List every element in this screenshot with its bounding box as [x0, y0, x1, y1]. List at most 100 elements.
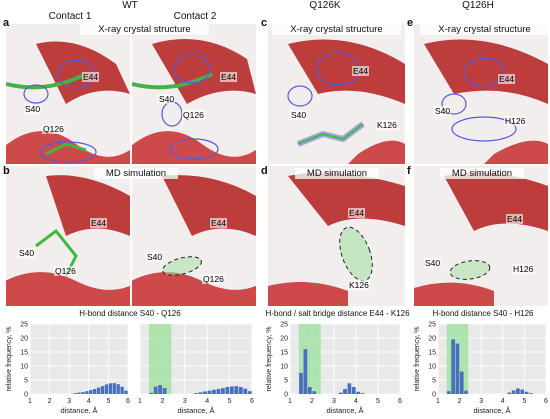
residue-label-e44: E44 [220, 72, 238, 82]
residue-label-q126: Q126 [182, 110, 205, 120]
xray-structure-image [6, 41, 130, 164]
histogram-bar [516, 388, 520, 394]
x-tick-label: 2 [458, 398, 462, 405]
x-tick-label: 2 [310, 398, 314, 405]
histogram-bar [162, 388, 167, 394]
histogram-bar [524, 391, 529, 394]
histogram-bar [464, 390, 468, 394]
md-structure-image [6, 175, 130, 306]
histogram-bar [229, 386, 234, 394]
histogram-bar [307, 387, 312, 394]
histogram-bar [338, 392, 343, 394]
x-tick-label: 3 [67, 398, 71, 405]
group-label-q126h: Q126H [462, 0, 494, 11]
panel-letter-a: a [3, 17, 10, 29]
y-tick-label: 10 [428, 364, 436, 371]
y-tick-label: 15 [20, 350, 28, 357]
residue-label-s40: S40 [146, 252, 164, 262]
x-tick-label: 3 [183, 398, 187, 405]
chart-title-s40-q126: H-bond distance S40 - Q126 [79, 309, 181, 318]
x-tick-label: 1 [436, 398, 440, 405]
y-tick-label: 0 [24, 392, 28, 399]
histogram-bar [112, 383, 116, 394]
xray-structure-image [424, 39, 548, 164]
x-tick-label: 1 [28, 398, 32, 405]
histogram-bar [216, 388, 221, 394]
histogram-bar [100, 386, 105, 394]
histogram-bar [455, 343, 460, 394]
md-panel-q126h: E44 S40 H126 [414, 166, 548, 306]
xray-panel-wt-contact1: E44 S40 Q126 [6, 24, 130, 164]
residue-label-e44: E44 [82, 72, 100, 82]
chart-title-s40-h126: H-bond distance S40 - H126 [432, 309, 534, 318]
x-tick-label: 5 [106, 398, 110, 405]
histogram-bar [356, 391, 361, 394]
histogram-bar [85, 391, 89, 394]
histogram-wt-contact2: 1 2 3 4 5 6 distance, Å [138, 323, 254, 415]
histogram-bar [520, 389, 525, 394]
histogram-bar [89, 390, 93, 394]
highlight-band [148, 324, 172, 394]
residue-label-e44: E44 [348, 208, 366, 218]
x-tick-label: 2 [160, 398, 164, 405]
y-axis-label: relative frequency, % [6, 327, 13, 392]
y-tick-label: 10 [20, 364, 28, 371]
group-label-wt: WT [122, 0, 138, 11]
y-tick-label: 25 [280, 322, 288, 329]
x-tick-label: 1 [138, 398, 142, 405]
histogram-bar [124, 390, 128, 394]
histogram-bar [243, 388, 248, 394]
histogram-bar [96, 387, 101, 394]
y-tick-label: 25 [428, 322, 436, 329]
residue-label-s40: S40 [18, 248, 36, 258]
residue-label-h126: H126 [504, 116, 527, 126]
histogram-bar [198, 392, 203, 394]
residue-label-s40: S40 [158, 94, 176, 104]
md-panel-q126k: E44 K126 [268, 166, 405, 306]
histogram-bar [511, 390, 516, 394]
histogram-wt-contact1: 1 2 3 4 5 6 0 5 10 15 20 25 distance, Å relative freq… [6, 322, 130, 416]
histogram-bar [104, 384, 109, 394]
panel-letter-c: c [261, 17, 268, 29]
histogram-bar [446, 391, 451, 394]
x-tick-label: 4 [354, 398, 358, 405]
x-tick-label: 5 [228, 398, 232, 405]
panel-letter-e: e [407, 17, 414, 29]
residue-label-k126: K126 [376, 120, 398, 130]
y-tick-label: 20 [428, 336, 436, 343]
histogram-bar [77, 392, 81, 394]
section-title-xray-wt: X-ray crystal structure [80, 24, 209, 35]
y-tick-label: 25 [20, 322, 28, 329]
y-tick-label: 15 [280, 350, 288, 357]
x-tick-label: 2 [48, 398, 52, 405]
x-tick-label: 6 [250, 398, 254, 405]
x-tick-label: 4 [501, 398, 505, 405]
histogram-bar [116, 384, 120, 394]
residue-label-e44: E44 [506, 214, 524, 224]
histogram-bar [120, 386, 124, 394]
x-tick-label: 1 [288, 398, 292, 405]
x-axis-label: distance, Å [60, 406, 97, 415]
residue-label-e44: E44 [90, 218, 108, 228]
histogram-bar [247, 391, 252, 394]
histogram-bar [507, 392, 512, 394]
histogram-bar [207, 390, 212, 394]
y-tick-label: 10 [280, 364, 288, 371]
x-tick-label: 3 [479, 398, 483, 405]
residue-label-q126: Q126 [42, 124, 65, 134]
histogram-bar [220, 388, 225, 394]
histogram-bar [212, 389, 216, 394]
x-axis-label: distance, Å [473, 406, 510, 415]
residue-label-e44: E44 [352, 66, 370, 76]
histogram-bar [303, 349, 308, 394]
residue-label-q126: Q126 [54, 266, 77, 276]
y-tick-label: 15 [428, 350, 436, 357]
histogram-bar [234, 386, 239, 394]
histogram-bar [108, 383, 113, 394]
y-tick-label: 5 [432, 378, 436, 385]
histogram-bar [360, 393, 365, 394]
histogram-bar [158, 385, 163, 394]
histogram-bar [238, 387, 243, 394]
x-tick-label: 5 [522, 398, 526, 405]
xray-panel-wt-contact2: E44 S40 Q126 [132, 24, 256, 164]
